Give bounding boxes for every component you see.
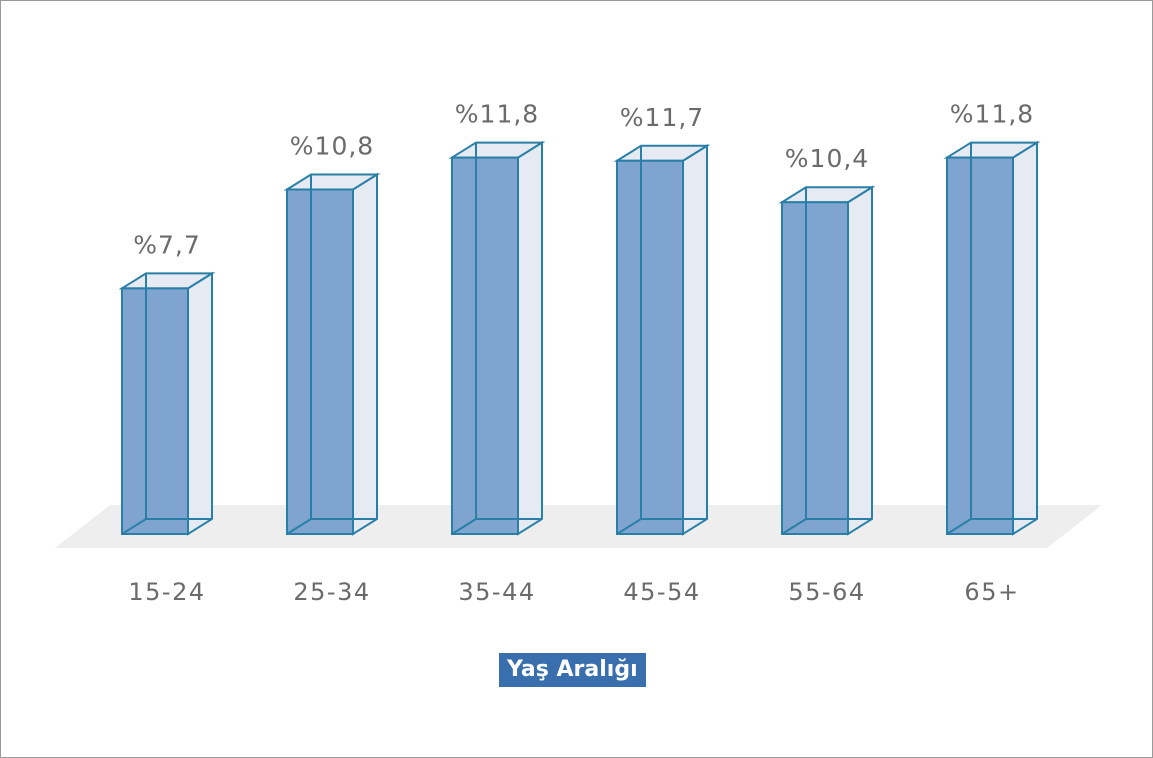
x-tick-label: 15-24 — [128, 578, 205, 606]
data-label: %11,8 — [455, 100, 539, 129]
x-tick-label: 65+ — [964, 578, 1019, 606]
bar — [283, 172, 381, 536]
bar — [778, 185, 876, 536]
bars-layer — [118, 140, 1041, 536]
x-tick-label: 45-54 — [623, 578, 700, 606]
labels-layer: %7,7 15-24 %10,8 25-34 %11,8 35-44 %11,7 45-54%… — [128, 100, 1034, 606]
data-label: %10,8 — [290, 131, 374, 160]
data-label: %11,7 — [620, 103, 704, 132]
x-axis-title: Yaş Aralığı — [499, 653, 646, 687]
bar — [613, 143, 711, 536]
data-label: %10,4 — [785, 144, 869, 173]
bar — [943, 140, 1041, 536]
data-label: %7,7 — [133, 230, 201, 259]
x-tick-label: 25-34 — [293, 578, 370, 606]
x-tick-label: 35-44 — [458, 578, 535, 606]
bar — [118, 271, 216, 536]
data-label: %11,8 — [950, 100, 1034, 129]
x-tick-label: 55-64 — [788, 578, 865, 606]
bar — [448, 140, 546, 536]
